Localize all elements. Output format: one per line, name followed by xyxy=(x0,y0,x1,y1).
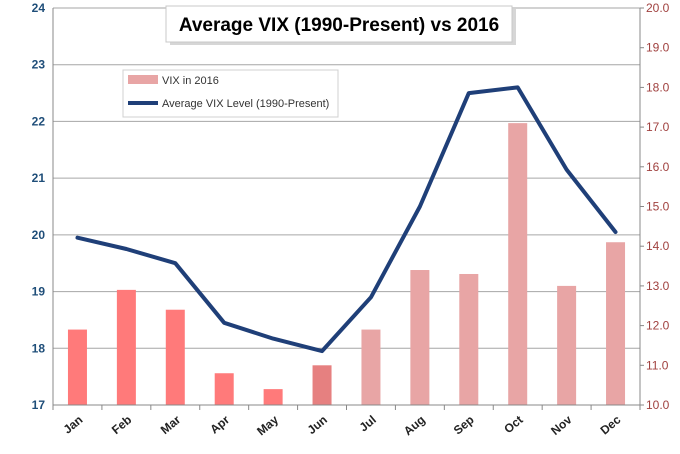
legend-swatch-bar xyxy=(128,75,158,84)
right-tick-label: 12.0 xyxy=(646,319,670,333)
right-tick-label: 19.0 xyxy=(646,41,670,55)
bar-jan xyxy=(67,329,87,405)
bar-series-vix-2016 xyxy=(67,123,626,405)
bar-sep xyxy=(459,273,479,405)
left-tick-label: 24 xyxy=(32,1,46,15)
bar-dec xyxy=(606,242,626,405)
left-axis-ticks: 17 18 19 20 21 22 23 24 xyxy=(32,1,46,412)
left-tick-label: 22 xyxy=(32,114,46,128)
bar-nov xyxy=(557,285,577,405)
right-tick-label: 16.0 xyxy=(646,160,670,174)
left-tick-label: 19 xyxy=(32,285,46,299)
right-tick-label: 13.0 xyxy=(646,279,670,293)
bar-jul xyxy=(361,329,381,405)
right-tick-label: 18.0 xyxy=(646,80,670,94)
left-tick-label: 20 xyxy=(32,228,46,242)
right-tick-label: 10.0 xyxy=(646,398,670,412)
bar-feb xyxy=(116,289,136,405)
legend-label-bar: VIX in 2016 xyxy=(162,75,219,87)
bar-apr xyxy=(214,373,234,405)
line-series-average-vix xyxy=(75,85,618,354)
right-tick-label: 14.0 xyxy=(646,239,670,253)
right-axis-ticks: 10.0 11.0 12.0 13.0 14.0 15.0 16.0 17.0 18.0 19.0… xyxy=(640,1,670,412)
bar-oct xyxy=(508,123,528,405)
bar-jun xyxy=(312,365,332,405)
legend-label-line: Average VIX Level (1990-Present) xyxy=(162,98,329,110)
left-tick-label: 17 xyxy=(32,398,46,412)
right-tick-label: 17.0 xyxy=(646,120,670,134)
gridlines xyxy=(53,7,640,406)
chart-title: Average VIX (1990-Present) vs 2016 xyxy=(179,15,499,36)
average-vix-line xyxy=(75,85,618,354)
legend: VIX in 2016 Average VIX Level (1990-Pres… xyxy=(122,69,339,118)
bar-may xyxy=(263,389,283,405)
chart-title-box: Average VIX (1990-Present) vs 2016 xyxy=(165,5,516,45)
bar-mar xyxy=(165,309,185,405)
right-tick-label: 15.0 xyxy=(646,200,670,214)
bar-aug xyxy=(410,270,430,405)
left-tick-label: 18 xyxy=(32,341,46,355)
left-tick-label: 21 xyxy=(32,171,46,185)
right-tick-label: 20.0 xyxy=(646,1,670,15)
right-tick-label: 11.0 xyxy=(646,358,669,372)
legend-box xyxy=(122,69,339,118)
left-tick-label: 23 xyxy=(32,58,46,72)
